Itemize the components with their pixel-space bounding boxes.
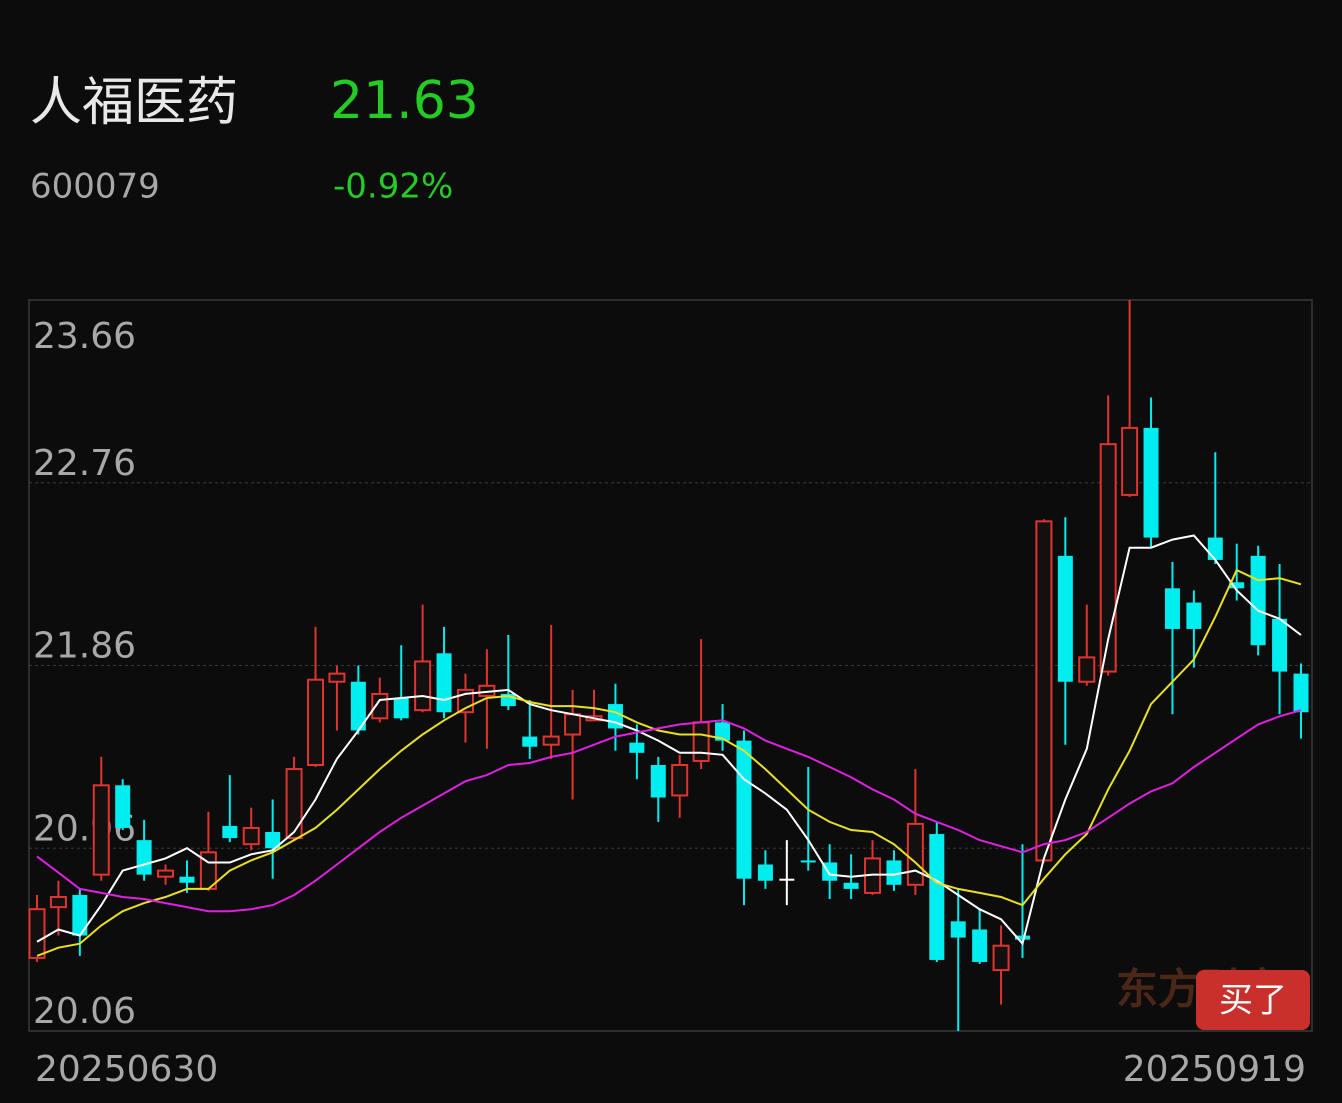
y-tick-label: 22.76 (33, 443, 136, 484)
y-tick-label: 21.86 (33, 626, 136, 667)
candle-body (265, 832, 281, 849)
moving-average-line (36, 534, 1302, 946)
candle-body (972, 929, 988, 962)
candle-body (736, 740, 752, 879)
stock-change: -0.92% (333, 167, 453, 207)
candle-body (1272, 618, 1288, 672)
candle-body (950, 921, 966, 938)
candle-body (414, 660, 432, 712)
candle-body (1099, 443, 1117, 673)
candle-body (328, 672, 346, 683)
buy-button[interactable] (1196, 970, 1310, 1030)
candle-body (1078, 656, 1096, 683)
candle-body (1035, 520, 1053, 862)
x-tick-label: 20250919 (1123, 1049, 1306, 1090)
stock-code: 600079 (30, 167, 160, 207)
candle-body (72, 894, 88, 936)
candle-body (136, 840, 152, 875)
candle-body (692, 721, 710, 762)
candle-body (992, 944, 1010, 972)
candle-body (1057, 555, 1073, 682)
candle-body (671, 763, 689, 797)
x-tick-label: 20250630 (35, 1049, 218, 1090)
candle-body (929, 834, 945, 960)
candle-body (1121, 426, 1139, 496)
candle-body (436, 653, 452, 713)
candle-body (222, 825, 238, 839)
candle-body (1014, 935, 1030, 940)
moving-average-line (36, 568, 1302, 957)
candle-body (1143, 427, 1159, 538)
y-tick-label: 20.06 (33, 991, 136, 1032)
candle-body (1207, 537, 1223, 560)
candle-body (350, 681, 366, 731)
candle-body (393, 697, 409, 719)
candle-body (307, 678, 325, 766)
candle-body (1229, 582, 1245, 589)
candle-body (28, 908, 46, 959)
candle-body (886, 860, 902, 885)
candle-body (179, 876, 195, 883)
candle-body (757, 864, 773, 881)
candle-body (1186, 602, 1202, 629)
stock-name: 人福医药 (30, 73, 238, 133)
candle-body (906, 822, 924, 886)
y-tick-label: 23.66 (33, 316, 136, 357)
candle-body (843, 882, 859, 889)
buy-button-label[interactable]: 买了 (1219, 981, 1287, 1021)
candle-body (92, 784, 110, 876)
candle-body (629, 742, 645, 753)
candle-body (242, 826, 260, 846)
candle-body (779, 878, 795, 881)
candle-body (49, 895, 67, 909)
candle-body (800, 860, 816, 863)
candle-body (542, 735, 560, 746)
candle-body (157, 869, 175, 878)
candle-body (1164, 588, 1180, 629)
candle-body (522, 736, 538, 747)
stock-price: 21.63 (330, 71, 479, 131)
candle-body (1293, 673, 1309, 713)
candle-body (1250, 555, 1266, 646)
candle-body (650, 764, 666, 798)
candle-body (715, 722, 731, 741)
candle-body (564, 713, 582, 736)
candle-body (285, 768, 303, 840)
moving-average-line (36, 709, 1302, 913)
candle-body (115, 785, 131, 828)
